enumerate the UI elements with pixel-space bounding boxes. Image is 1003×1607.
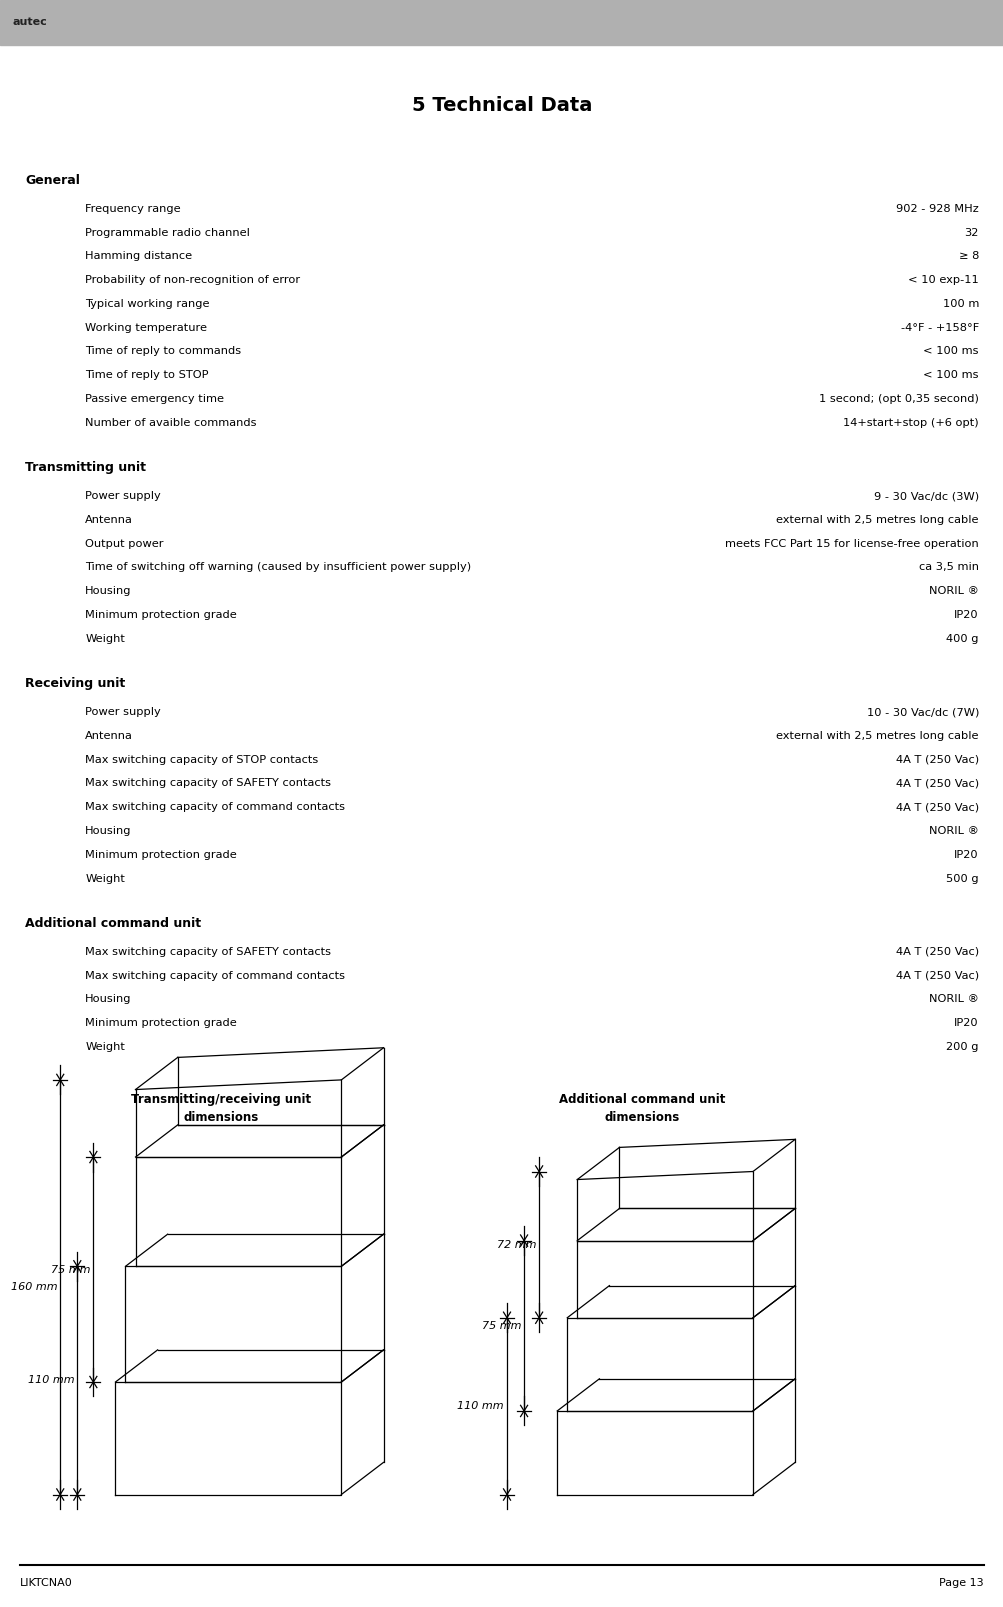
Text: Receiving unit: Receiving unit <box>25 677 125 689</box>
Text: external with 2,5 metres long cable: external with 2,5 metres long cable <box>775 731 978 741</box>
Text: IP20: IP20 <box>953 611 978 620</box>
Text: Antenna: Antenna <box>85 514 133 525</box>
Text: Time of reply to commands: Time of reply to commands <box>85 347 242 357</box>
Text: 902 - 928 MHz: 902 - 928 MHz <box>896 204 978 214</box>
Text: Working temperature: Working temperature <box>85 323 208 333</box>
Text: 500 g: 500 g <box>946 874 978 884</box>
Text: Hamming distance: Hamming distance <box>85 251 193 262</box>
Text: Housing: Housing <box>85 587 131 596</box>
Bar <box>0 0 1003 45</box>
Text: 110 mm: 110 mm <box>28 1376 74 1385</box>
Text: < 100 ms: < 100 ms <box>923 347 978 357</box>
Text: 4A T (250 Vac): 4A T (250 Vac) <box>895 802 978 812</box>
Text: Max switching capacity of command contacts: Max switching capacity of command contac… <box>85 802 345 812</box>
Text: Weight: Weight <box>85 633 125 644</box>
Text: Frequency range: Frequency range <box>85 204 181 214</box>
Text: Transmitting/receiving unit
dimensions: Transmitting/receiving unit dimensions <box>130 1093 311 1123</box>
Text: 5 Technical Data: 5 Technical Data <box>411 96 592 116</box>
Text: Antenna: Antenna <box>85 731 133 741</box>
Text: Max switching capacity of SAFETY contacts: Max switching capacity of SAFETY contact… <box>85 778 331 789</box>
Text: external with 2,5 metres long cable: external with 2,5 metres long cable <box>775 514 978 525</box>
Text: 72 mm: 72 mm <box>496 1239 536 1250</box>
Text: Passive emergency time: Passive emergency time <box>85 394 224 403</box>
Text: Additional command unit
dimensions: Additional command unit dimensions <box>559 1093 725 1123</box>
Text: LIKTCNA0: LIKTCNA0 <box>20 1578 73 1588</box>
Text: 4A T (250 Vac): 4A T (250 Vac) <box>895 947 978 956</box>
Text: 110 mm: 110 mm <box>457 1401 504 1411</box>
Text: Time of switching off warning (caused by insufficient power supply): Time of switching off warning (caused by… <box>85 562 471 572</box>
Text: Minimum protection grade: Minimum protection grade <box>85 850 237 860</box>
Text: 32: 32 <box>964 228 978 238</box>
Text: 160 mm: 160 mm <box>11 1282 57 1292</box>
Text: meets FCC Part 15 for license-free operation: meets FCC Part 15 for license-free opera… <box>724 538 978 548</box>
Text: General: General <box>25 174 80 186</box>
Text: Number of avaible commands: Number of avaible commands <box>85 418 257 427</box>
Text: Power supply: Power supply <box>85 707 160 717</box>
Text: Additional command unit: Additional command unit <box>25 916 201 929</box>
Text: 9 - 30 Vac/dc (3W): 9 - 30 Vac/dc (3W) <box>873 492 978 501</box>
Text: Time of reply to STOP: Time of reply to STOP <box>85 370 209 381</box>
Text: ca 3,5 min: ca 3,5 min <box>918 562 978 572</box>
Text: 4A T (250 Vac): 4A T (250 Vac) <box>895 755 978 765</box>
Text: Typical working range: Typical working range <box>85 299 210 309</box>
Text: Max switching capacity of SAFETY contacts: Max switching capacity of SAFETY contact… <box>85 947 331 956</box>
Text: -4°F - +158°F: -4°F - +158°F <box>900 323 978 333</box>
Text: 4A T (250 Vac): 4A T (250 Vac) <box>895 778 978 789</box>
Text: IP20: IP20 <box>953 1019 978 1028</box>
Text: NORIL ®: NORIL ® <box>928 995 978 1004</box>
Text: Minimum protection grade: Minimum protection grade <box>85 1019 237 1028</box>
Text: Max switching capacity of STOP contacts: Max switching capacity of STOP contacts <box>85 755 318 765</box>
Text: NORIL ®: NORIL ® <box>928 826 978 836</box>
Text: < 100 ms: < 100 ms <box>923 370 978 381</box>
Text: Housing: Housing <box>85 826 131 836</box>
Text: Output power: Output power <box>85 538 163 548</box>
Text: 10 - 30 Vac/dc (7W): 10 - 30 Vac/dc (7W) <box>866 707 978 717</box>
Text: Transmitting unit: Transmitting unit <box>25 461 146 474</box>
Text: Power supply: Power supply <box>85 492 160 501</box>
Text: 75 mm: 75 mm <box>481 1321 521 1331</box>
Text: ≥ 8: ≥ 8 <box>958 251 978 262</box>
Text: 1 second; (opt 0,35 second): 1 second; (opt 0,35 second) <box>818 394 978 403</box>
Text: 400 g: 400 g <box>946 633 978 644</box>
Text: NORIL ®: NORIL ® <box>928 587 978 596</box>
Text: autec: autec <box>12 18 47 27</box>
Text: Weight: Weight <box>85 874 125 884</box>
Text: Page 13: Page 13 <box>939 1578 983 1588</box>
Text: Minimum protection grade: Minimum protection grade <box>85 611 237 620</box>
Text: Probability of non-recognition of error: Probability of non-recognition of error <box>85 275 300 284</box>
Text: Programmable radio channel: Programmable radio channel <box>85 228 250 238</box>
Text: IP20: IP20 <box>953 850 978 860</box>
Text: 75 mm: 75 mm <box>51 1265 90 1274</box>
Text: 4A T (250 Vac): 4A T (250 Vac) <box>895 971 978 980</box>
Text: 200 g: 200 g <box>946 1041 978 1053</box>
Text: 100 m: 100 m <box>942 299 978 309</box>
Text: < 10 exp-11: < 10 exp-11 <box>908 275 978 284</box>
Text: 14+start+stop (+6 opt): 14+start+stop (+6 opt) <box>843 418 978 427</box>
Text: Weight: Weight <box>85 1041 125 1053</box>
Text: Max switching capacity of command contacts: Max switching capacity of command contac… <box>85 971 345 980</box>
Text: Housing: Housing <box>85 995 131 1004</box>
